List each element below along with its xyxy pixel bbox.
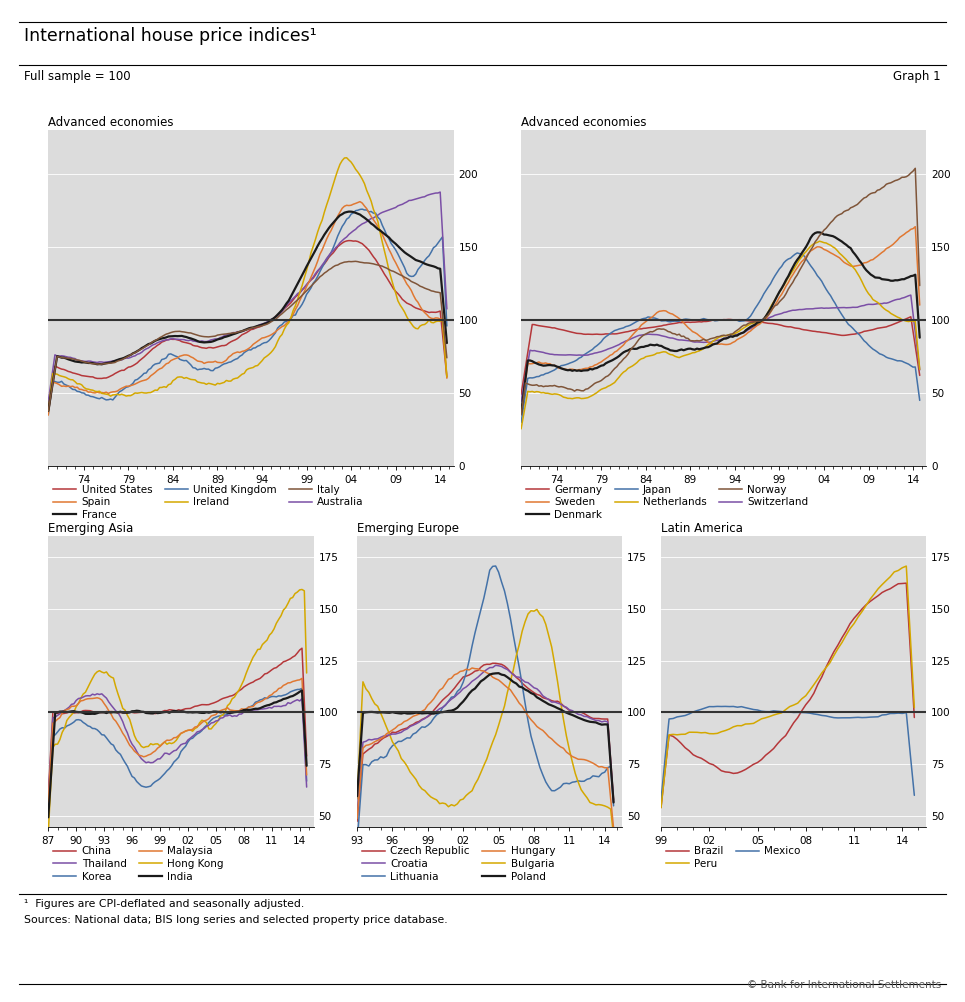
Text: Advanced economies: Advanced economies	[48, 116, 174, 129]
Text: ¹  Figures are CPI-deflated and seasonally adjusted.: ¹ Figures are CPI-deflated and seasonall…	[24, 899, 304, 909]
Text: Advanced economies: Advanced economies	[521, 116, 647, 129]
Text: Sources: National data; BIS long series and selected property price database.: Sources: National data; BIS long series …	[24, 915, 448, 925]
Text: Emerging Europe: Emerging Europe	[357, 522, 459, 535]
Text: Full sample = 100: Full sample = 100	[24, 70, 130, 83]
Legend: United States, Spain, France, United Kingdom, Ireland, Italy, Australia: United States, Spain, France, United Kin…	[53, 485, 364, 520]
Legend: China, Thailand, Korea, Malaysia, Hong Kong, India: China, Thailand, Korea, Malaysia, Hong K…	[53, 847, 224, 882]
Text: International house price indices¹: International house price indices¹	[24, 27, 317, 45]
Legend: Germany, Sweden, Denmark, Japan, Netherlands, Norway, Switzerland: Germany, Sweden, Denmark, Japan, Netherl…	[526, 485, 809, 520]
Legend: Czech Republic, Croatia, Lithuania, Hungary, Bulgaria, Poland: Czech Republic, Croatia, Lithuania, Hung…	[362, 847, 555, 882]
Legend: Brazil, Peru, Mexico: Brazil, Peru, Mexico	[666, 847, 801, 869]
Text: Latin America: Latin America	[661, 522, 743, 535]
Text: Graph 1: Graph 1	[894, 70, 941, 83]
Text: Emerging Asia: Emerging Asia	[48, 522, 133, 535]
Text: © Bank for International Settlements: © Bank for International Settlements	[747, 980, 941, 990]
